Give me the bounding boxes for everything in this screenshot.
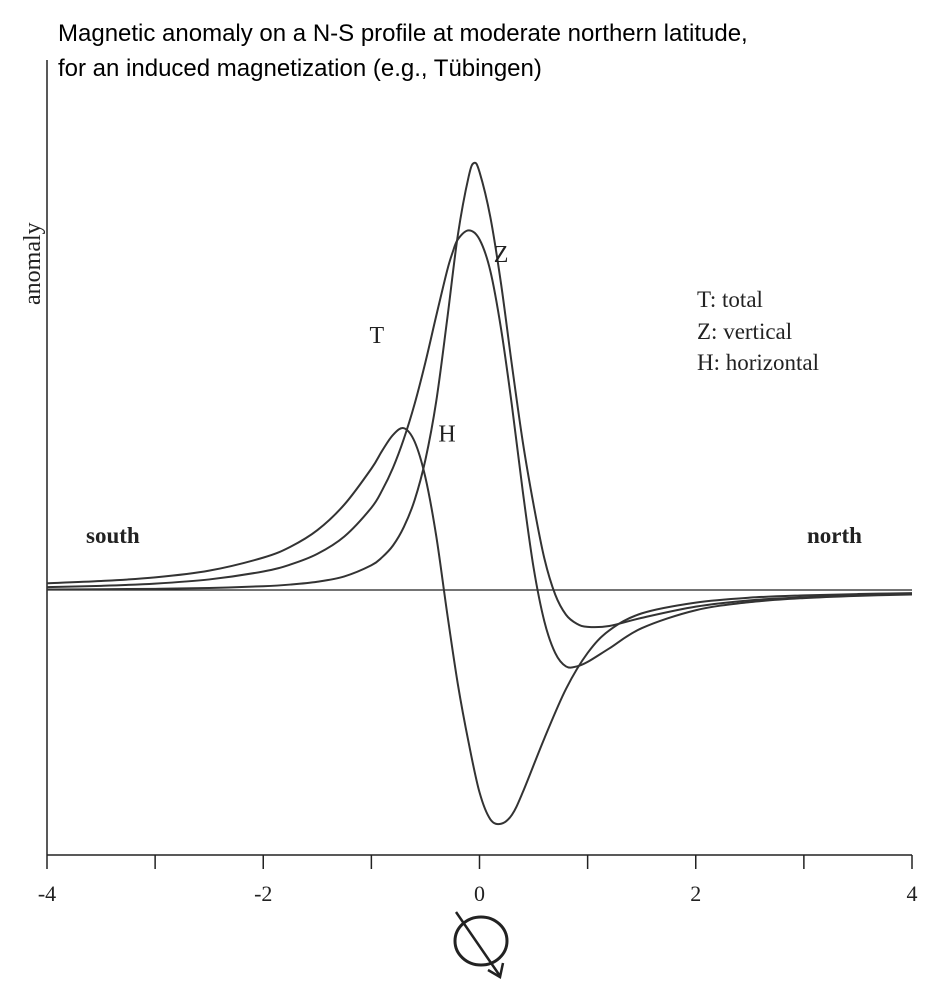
series-label-h: H: [438, 422, 455, 448]
chart-title-line-1: Magnetic anomaly on a N-S profile at mod…: [58, 20, 748, 47]
series-label-z: Z: [494, 242, 509, 268]
x-tick-label: -4: [38, 881, 56, 906]
chart-title-line-2: for an induced magnetization (e.g., Tübi…: [58, 55, 542, 82]
x-tick-label-group: -4 -2 0 2 4: [38, 881, 918, 906]
y-axis-label: anomaly: [20, 222, 46, 305]
series-line-h: [46, 426, 913, 826]
series-label-t: T: [369, 323, 384, 349]
x-tick-group: [46, 855, 913, 869]
x-tick-label: -2: [254, 881, 272, 906]
south-label: south: [86, 523, 140, 548]
series-label-group: T Z H: [369, 242, 508, 448]
legend: T: total Z: vertical H: horizontal: [697, 287, 819, 375]
legend-entry-vertical: Z: vertical: [697, 319, 792, 344]
x-tick-label: 0: [474, 881, 485, 906]
legend-entry-total: T: total: [697, 287, 763, 312]
series-line-z: [46, 161, 913, 629]
x-tick-label: 4: [907, 881, 918, 906]
series-group: [46, 161, 913, 826]
north-label: north: [807, 523, 862, 548]
legend-entry-horizontal: H: horizontal: [697, 350, 819, 375]
compass-arrow-icon: [453, 911, 509, 979]
x-tick-label: 2: [690, 881, 701, 906]
series-line-t: [46, 229, 913, 669]
